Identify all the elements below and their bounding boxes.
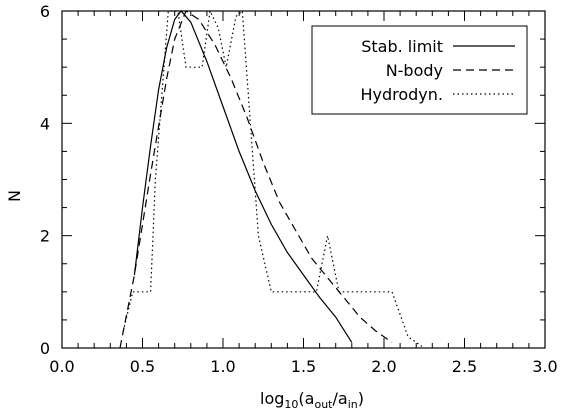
x-axis-label-sub-in: in [348,398,358,411]
x-tick-label: 1.0 [210,357,235,376]
x-axis-label-sub-out: out [314,398,333,411]
plot-frame [61,10,546,349]
x-axis-label-mid: /a [332,389,347,408]
y-tick-label: 4 [40,114,50,133]
x-tick-label: 3.0 [532,357,557,376]
x-tick-label: 0.5 [130,357,155,376]
x-axis-label: log10(aout/ain) [260,389,364,411]
series-line-dashed [119,10,393,348]
series-line-dotted [122,10,425,348]
legend-box [311,25,528,115]
legend-label: Hydrodyn. [360,85,443,104]
y-axis-label: N [5,190,24,202]
x-axis-label-sub-10: 10 [284,398,298,411]
y-tick-label: 6 [40,2,50,21]
legend: Stab. limit N-body Hydrodyn. [311,25,528,115]
x-tick-label: 2.0 [371,357,396,376]
legend-label: Stab. limit [361,37,443,56]
y-tick-label: 0 [40,339,50,358]
legend-label: N-body [386,61,443,80]
series-line-solid [133,10,353,343]
x-axis-label-close: ) [358,389,364,408]
x-axis-label-log: log [260,389,284,408]
x-axis-label-open: (a [298,389,314,408]
series-layer [119,10,425,348]
x-tick-label: 1.5 [291,357,316,376]
x-tick-label: 2.5 [452,357,477,376]
x-tick-label: 0.0 [49,357,74,376]
tick-labels: 0.0 0.5 1.0 1.5 2.0 2.5 3.0 0 2 4 6 [40,2,558,376]
y-tick-label: 2 [40,227,50,246]
